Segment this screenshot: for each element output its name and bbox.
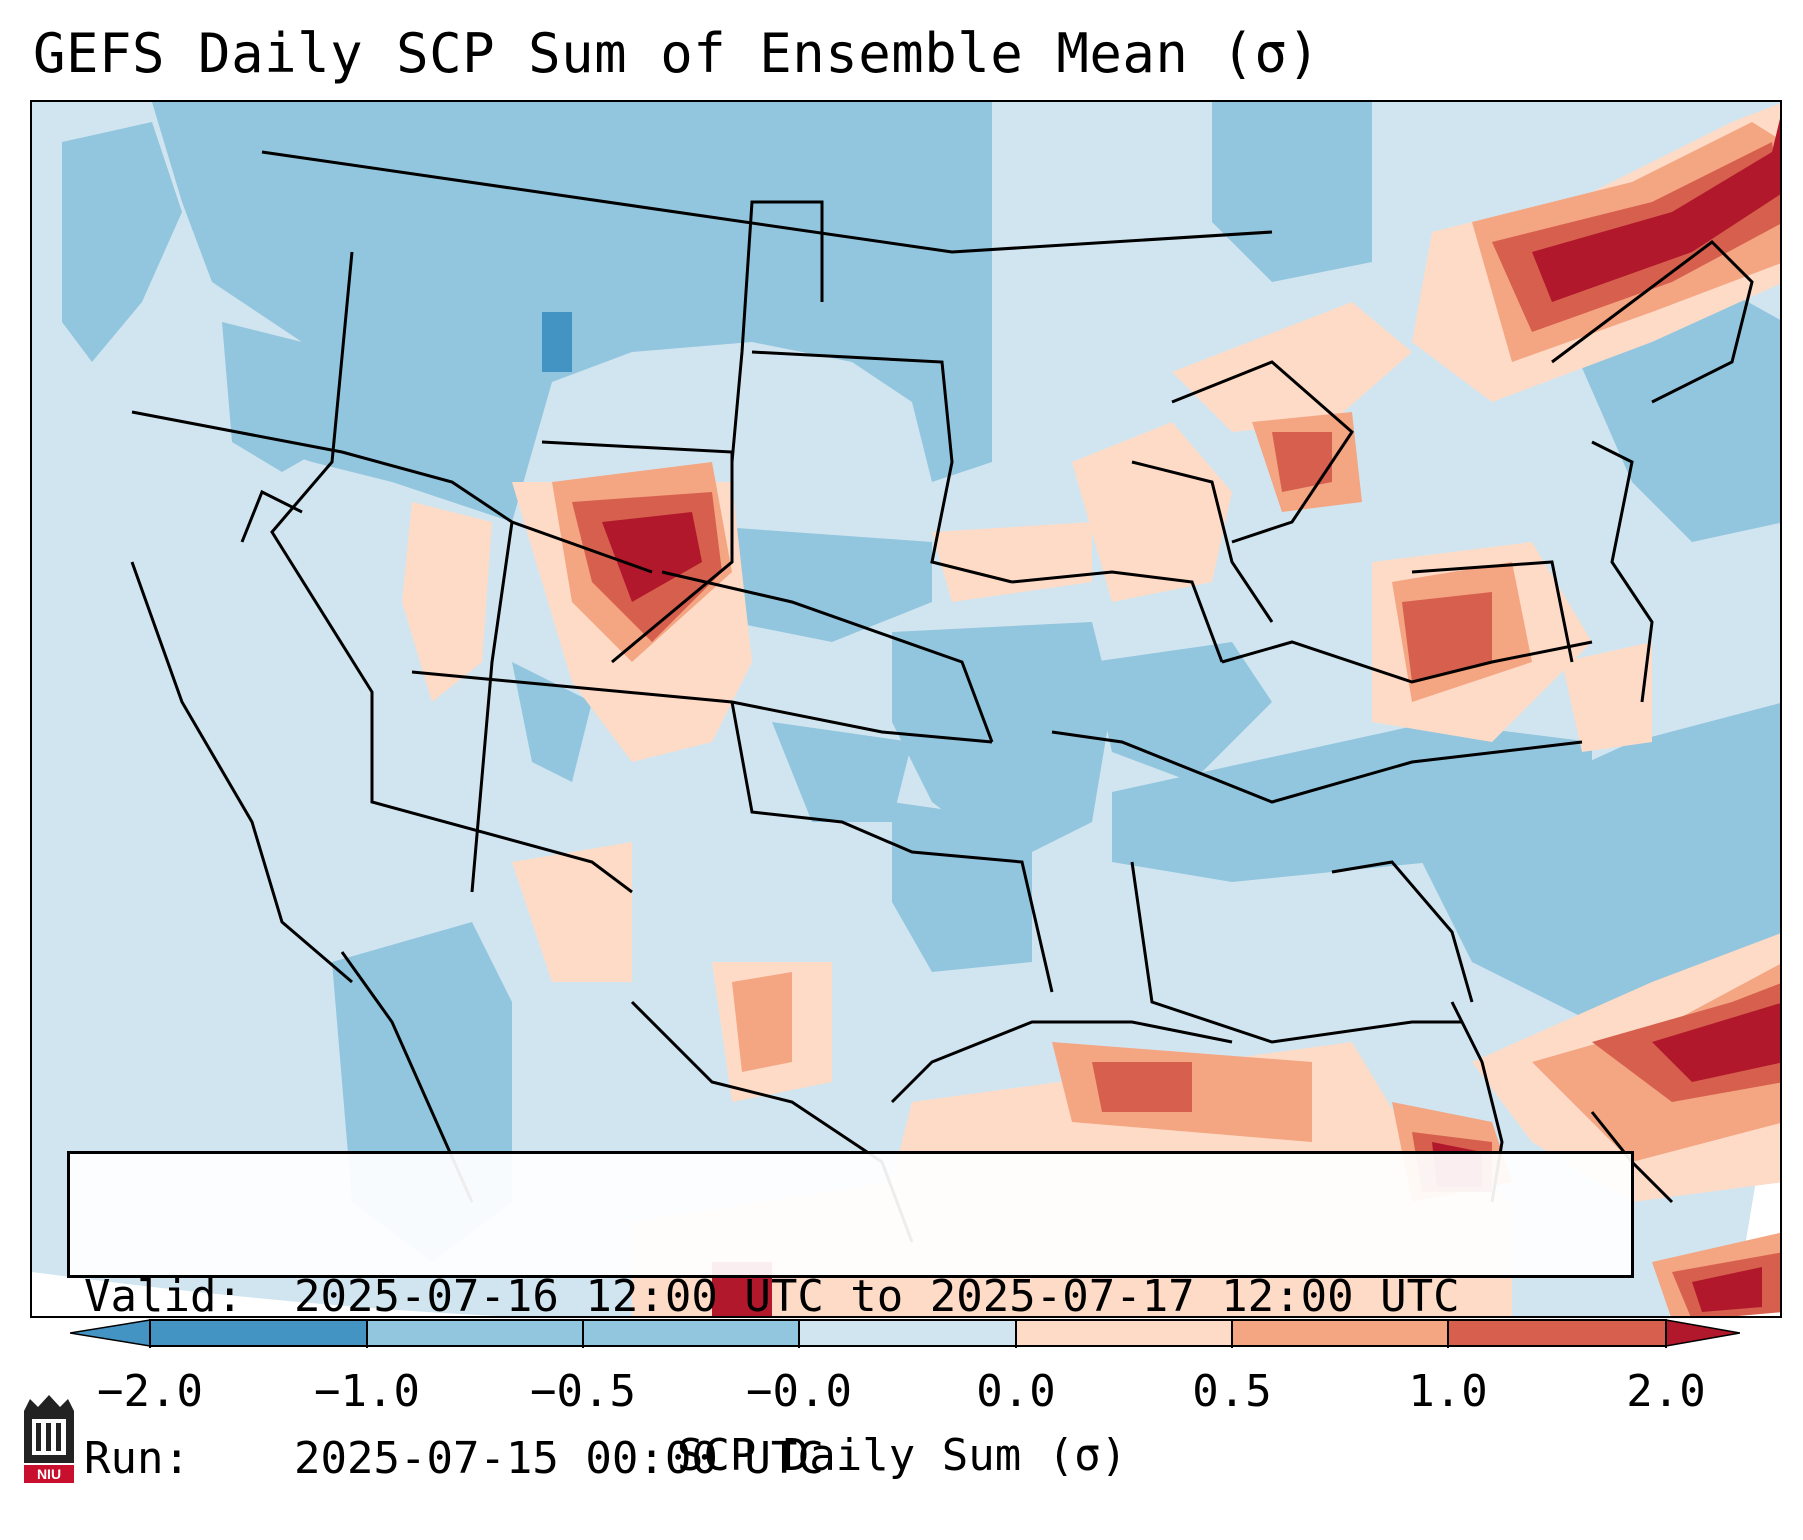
colorbar-ticks [149,1320,1667,1348]
colorbar-segment-1 [367,1320,583,1346]
region-quebec-max [1532,118,1780,302]
region-texas-mid [732,972,792,1072]
colorbar-extend-max [1665,1319,1740,1347]
region-montana-min [542,312,572,372]
region-missouri [892,622,1112,862]
valid-value: 2025-07-16 12:00 UTC to 2025-07-17 12:00… [294,1271,1460,1322]
border-california-coast [130,561,353,984]
region-louisiana-high [1092,1062,1192,1112]
region-new-mexico [512,842,632,982]
projection-edge-sw [32,1272,496,1316]
logo-text: NIU [37,1466,61,1482]
colorbar-segment-3 [799,1320,1016,1346]
region-southeast-atlantic [1412,703,1780,1022]
border-gulf-coast [890,1020,1233,1104]
border-kansas-nebraska [661,570,994,743]
border-utah-colorado [470,521,514,893]
colorbar-label: SCP Daily Sum (σ) [676,1430,1128,1481]
colorbar-tick-label-2: −0.5 [530,1366,636,1417]
niu-logo-icon: NIU [24,1395,74,1483]
border-east-coast [1591,440,1654,703]
colorbar-tick-label-4: 0.0 [976,1366,1056,1417]
border-oregon-idaho [131,410,653,574]
region-caribbean-max [1692,1267,1762,1312]
colorbar-tick-label-1: −1.0 [314,1366,420,1417]
border-wisconsin [1131,460,1274,623]
negative-anomaly-regions [62,102,1780,1262]
region-wisconsin-michigan [1072,422,1232,602]
colorbar-tick-label-7: 2.0 [1626,1366,1706,1417]
border-us-canada [261,150,1273,254]
colorbar-segment-6 [1448,1320,1666,1346]
region-nevada-east [402,502,492,702]
colorbar-segment-4 [1016,1320,1232,1346]
colorbar-tick-label-0: −2.0 [97,1366,203,1417]
valid-run-info-box: Valid: 2025-07-16 12:00 UTC to 2025-07-1… [67,1151,1634,1484]
colorbar-segment-5 [1232,1320,1448,1346]
border-dakotas [730,200,824,463]
strong-negative-regions [542,312,572,372]
colorbar-segment-0 [150,1320,367,1346]
region-michigan-high [1272,432,1332,492]
border-iowa-illinois [1011,570,1224,663]
border-oklahoma-texas [730,701,1054,993]
region-lower-mississippi [892,802,1032,972]
colorbar-segment-2 [583,1320,799,1346]
border-great-lakes [1171,360,1354,544]
colorbar-tick-label-6: 1.0 [1408,1366,1488,1417]
border-gulf-states [1130,861,1462,1044]
colorbar [70,1319,1740,1348]
region-atlantic-max [1652,1003,1780,1082]
run-line: Run: 2025-07-15 00:00 UTC [84,1432,1631,1486]
region-iowa [932,522,1092,602]
scp-map [32,102,1780,1316]
valid-line: Valid: 2025-07-16 12:00 UTC to 2025-07-1… [84,1270,1631,1324]
region-west-virginia-high [1402,592,1492,682]
map-panel[interactable] [30,100,1782,1318]
border-pennsylvania [1411,560,1574,663]
colorbar-tick-label-3: −0.0 [746,1366,852,1417]
border-minnesota [751,350,1013,584]
valid-label: Valid: [84,1271,243,1322]
border-colorado-south [411,670,993,744]
region-kansas [772,722,912,822]
region-great-lakes-north [1172,302,1412,432]
region-delmarva-offshore [1562,642,1652,752]
border-quebec-maritimes [1551,240,1754,404]
border-nevada-north [240,489,303,543]
colorbar-tick-label-5: 0.5 [1192,1366,1272,1417]
region-hudson [1212,102,1372,282]
border-wyoming [541,440,734,664]
border-georgia [1331,860,1474,1003]
run-label: Run: [84,1433,190,1484]
region-wyoming-max [602,512,702,602]
colorbar-extend-min [70,1319,151,1347]
map-title: GEFS Daily SCP Sum of Ensemble Mean (σ) [33,22,1321,85]
colorbar-segments [70,1319,1740,1347]
run-value: 2025-07-15 00:00 UTC [294,1433,824,1484]
border-tennessee-line [1051,730,1583,804]
border-kentucky [1221,640,1593,684]
region-pacific-nw-offshore [62,122,182,362]
border-west-interior [270,251,633,894]
region-utah [512,662,592,782]
